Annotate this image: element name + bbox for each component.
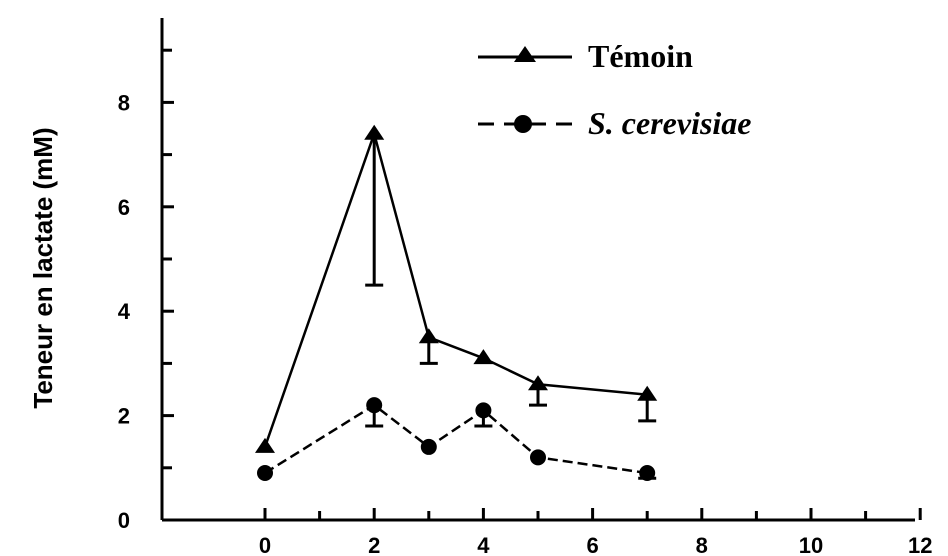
data-point-circle: [366, 397, 383, 414]
x-tick-label: 6: [586, 533, 598, 556]
data-point-triangle: [364, 124, 385, 140]
data-point-triangle: [255, 437, 275, 453]
data-point-triangle: [528, 375, 548, 391]
x-tick-label: 4: [477, 533, 490, 556]
legend-marker-circle: [514, 115, 532, 133]
x-tick-label: 12: [908, 533, 932, 556]
y-axis-title: Teneur en lactate (mM): [28, 127, 58, 408]
y-tick-label: 4: [118, 299, 131, 324]
data-point-triangle: [473, 349, 494, 365]
legend-marker-triangle: [514, 46, 536, 62]
data-point-triangle: [637, 385, 658, 401]
data-point-circle: [257, 465, 273, 482]
series-line-0: [263, 129, 648, 448]
legend-label-0: Témoin: [588, 38, 693, 74]
x-tick-label: 2: [368, 533, 380, 556]
data-point-circle: [530, 449, 546, 466]
y-tick-label: 0: [118, 508, 130, 533]
y-tick-label: 8: [118, 90, 130, 115]
data-point-circle: [475, 402, 492, 419]
data-point-circle: [639, 465, 656, 482]
x-tick-label: 8: [696, 533, 708, 556]
y-tick-label: 2: [118, 404, 130, 429]
x-tick-label: 0: [259, 533, 271, 556]
y-tick-label: 6: [118, 195, 130, 220]
data-point-circle: [420, 438, 437, 455]
series-line-1: [264, 403, 648, 475]
x-tick-label: 10: [799, 533, 823, 556]
data-point-triangle: [418, 328, 439, 344]
legend-label-1: S. cerevisiae: [588, 105, 752, 141]
